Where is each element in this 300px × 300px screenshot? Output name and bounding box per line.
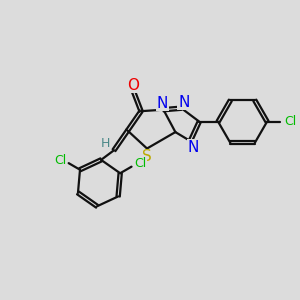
Text: H: H <box>101 137 110 150</box>
Text: N: N <box>178 95 189 110</box>
Text: N: N <box>157 96 168 111</box>
Text: Cl: Cl <box>134 157 146 170</box>
Text: Cl: Cl <box>284 115 296 128</box>
Text: N: N <box>188 140 199 155</box>
Text: Cl: Cl <box>54 154 66 167</box>
Text: O: O <box>127 78 139 93</box>
Text: S: S <box>142 149 151 164</box>
